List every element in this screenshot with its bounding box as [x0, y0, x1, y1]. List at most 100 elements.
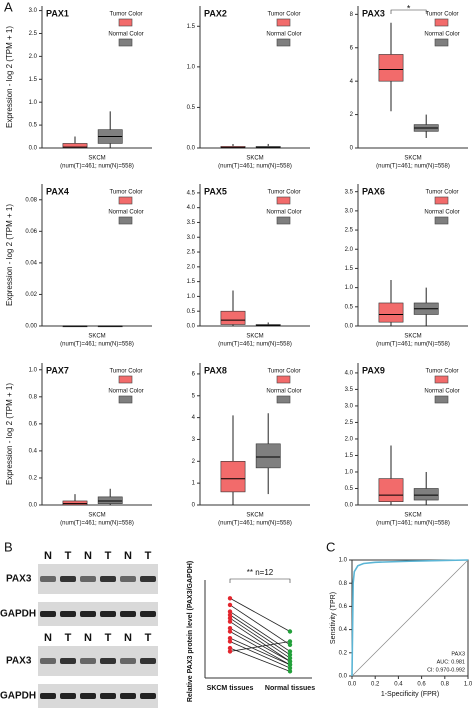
box	[413, 488, 439, 501]
y-tick-label: 3.0	[345, 404, 354, 410]
y-tick-label: 0.5	[29, 123, 38, 129]
legend-swatch	[434, 216, 449, 225]
y-tick-label: 3.0	[187, 235, 196, 241]
pair-point	[227, 596, 233, 601]
y-tick-label: 0.5	[345, 486, 354, 492]
x-axis-label: SKCM	[246, 334, 263, 340]
pair-point	[227, 645, 233, 651]
chart-title: PAX8	[204, 365, 227, 375]
y-tick-label: 0.5	[345, 304, 354, 310]
blot-band	[40, 576, 56, 582]
y-tick-label: 0.5	[187, 105, 196, 111]
chart-title: PAX6	[362, 186, 385, 196]
box	[220, 461, 246, 493]
roc-annotation: PAX3	[451, 651, 465, 657]
y-axis-label: Expression - log 2 (TPM + 1)	[5, 204, 14, 306]
legend-label: Tumor Color	[109, 190, 142, 196]
y-tick-label: 0.02	[25, 292, 37, 298]
pair-point	[227, 616, 233, 621]
x-axis-note: (num(T)=461; num(N)=558)	[218, 342, 292, 348]
y-tick-label: 0.2	[339, 650, 348, 656]
panel-letter: B	[4, 539, 13, 554]
y-tick-label: 0.4	[29, 448, 38, 454]
legend-swatch	[434, 375, 449, 384]
x-axis-label: SKCM	[88, 334, 105, 340]
pair-line	[229, 647, 291, 672]
blot-band	[60, 611, 76, 617]
legend-label: Normal Color	[266, 210, 301, 216]
blot-band	[140, 658, 156, 664]
roc-annotation: CI: 0.970-0.992	[427, 667, 465, 673]
pair-point	[227, 619, 233, 624]
box	[220, 310, 246, 325]
chart-title: PAX5	[204, 186, 227, 196]
blot-band	[40, 611, 56, 617]
y-tick-label: 2.0	[187, 264, 196, 270]
blot-band	[100, 611, 116, 617]
x-axis-label: SKCM	[88, 513, 105, 519]
y-tick-label: 3	[192, 437, 196, 443]
y-tick-label: 1.0	[345, 470, 354, 476]
y-tick-label: 6	[192, 372, 196, 378]
legend-swatch	[118, 196, 133, 205]
y-axis-label: Expression - log 2 (TPM + 1)	[5, 26, 14, 128]
blot-band	[120, 658, 136, 664]
y-tick-label: 1.0	[29, 367, 38, 373]
y-tick-label: 2.0	[345, 437, 354, 443]
y-tick-label: 0.0	[345, 503, 354, 509]
y-tick-label: 4.0	[187, 205, 196, 211]
legend-label: Tumor Color	[109, 369, 142, 375]
y-tick-label: 4.5	[187, 190, 196, 196]
legend-label: Tumor Color	[267, 190, 300, 196]
legend-label: Normal Color	[108, 210, 143, 216]
panel-letter: C	[326, 539, 335, 554]
x-axis-note: (num(T)=461; num(N)=558)	[60, 521, 134, 527]
y-tick-label: 2	[350, 112, 354, 118]
y-tick-label: 0.8	[29, 394, 38, 400]
y-tick-label: 2.5	[345, 228, 354, 234]
legend-label: Tumor Color	[425, 12, 458, 18]
y-tick-label: 0.8	[339, 581, 348, 587]
legend-swatch	[434, 196, 449, 205]
significance-bracket	[390, 9, 427, 14]
y-tick-label: 0.2	[29, 476, 38, 482]
pair-point	[287, 639, 293, 644]
box	[62, 143, 88, 149]
row-label: PAX3	[6, 574, 32, 585]
y-tick-label: 0	[350, 146, 354, 152]
blot-band	[60, 658, 76, 664]
x-axis-note: (num(T)=461; num(N)=558)	[60, 164, 134, 170]
reference-diagonal	[351, 559, 469, 677]
box	[255, 443, 281, 469]
pair-line	[229, 611, 291, 652]
row-label: GAPDH	[0, 609, 36, 620]
legend-label: Tumor Color	[267, 369, 300, 375]
roc-curve	[351, 559, 469, 677]
y-tick-label: 5	[192, 393, 196, 399]
x-tick-label: 1.0	[464, 682, 473, 688]
pair-line	[229, 614, 291, 656]
x-axis-note: (num(T)=461; num(N)=558)	[376, 521, 450, 527]
legend-swatch	[276, 196, 291, 205]
legend-swatch	[434, 395, 449, 404]
legend-label: Normal Color	[424, 389, 459, 395]
pair-point	[287, 652, 293, 657]
pair-point	[227, 639, 233, 644]
pair-line	[229, 617, 291, 659]
panel-letter: A	[4, 0, 13, 14]
row-label: PAX3	[6, 656, 32, 667]
y-tick-label: 2.5	[187, 250, 196, 256]
lane-label: N	[84, 550, 92, 562]
significance-bracket	[229, 578, 291, 583]
lane-label: N	[84, 632, 92, 644]
legend-label: Tumor Color	[425, 369, 458, 375]
box	[378, 54, 404, 82]
lane-label: N	[124, 632, 132, 644]
y-tick-label: 4	[192, 415, 196, 421]
y-axis-label: Sensitivity (TPR)	[330, 592, 337, 644]
y-tick-label: 1.5	[187, 279, 196, 285]
y-tick-label: 0.04	[25, 260, 37, 266]
y-tick-label: 1.5	[345, 453, 354, 459]
x-tick-label: 0.6	[417, 682, 426, 688]
legend-swatch	[276, 18, 291, 27]
